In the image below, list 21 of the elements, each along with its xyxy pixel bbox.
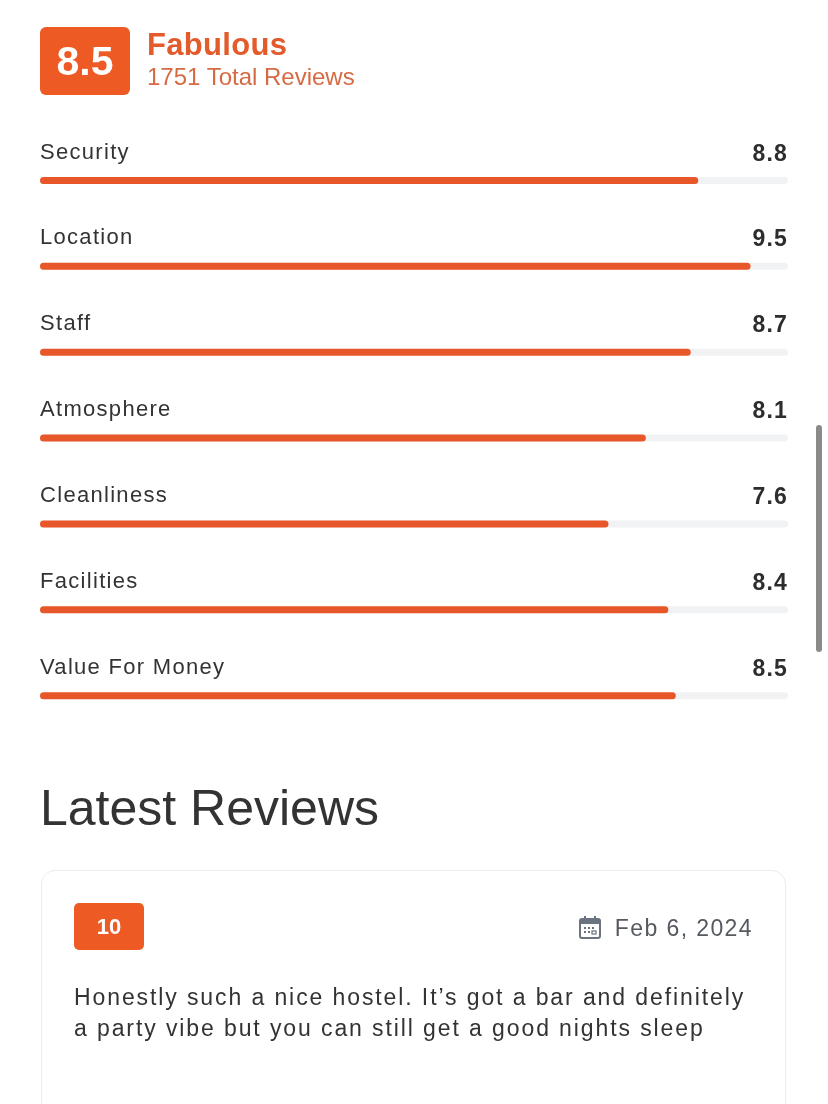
- chart-title: Fabulous: [147, 27, 288, 63]
- data-label: 8.5: [752, 654, 788, 681]
- text: Latest Reviews: [40, 779, 380, 837]
- score-badge: 10: [74, 903, 144, 950]
- data-label: 8.4: [752, 568, 788, 595]
- data-label: 8.7: [752, 311, 788, 338]
- text: Feb 6, 2024: [614, 914, 753, 942]
- y-tick-label: Location: [40, 224, 134, 250]
- y-tick-label: Security: [40, 138, 130, 164]
- y-tick-label: Cleanliness: [40, 481, 169, 507]
- text: Honestly such a nice hostel. It’s got a bar and definitely a party vibe but you can still get a good nights sleep: [74, 983, 747, 1043]
- y-tick-label: Staff: [40, 310, 92, 336]
- chart-subtitle: 1751 Total Reviews: [147, 63, 355, 91]
- data-label: 8.1: [752, 397, 788, 424]
- data-label: 8.8: [752, 139, 788, 166]
- data-label: 9.5: [752, 225, 788, 252]
- y-tick-label: Atmosphere: [40, 396, 172, 422]
- data-label: 7.6: [752, 482, 788, 509]
- y-tick-label: Value For Money: [40, 653, 226, 679]
- score-badge: 8.5: [40, 27, 130, 95]
- y-tick-label: Facilities: [40, 567, 139, 593]
